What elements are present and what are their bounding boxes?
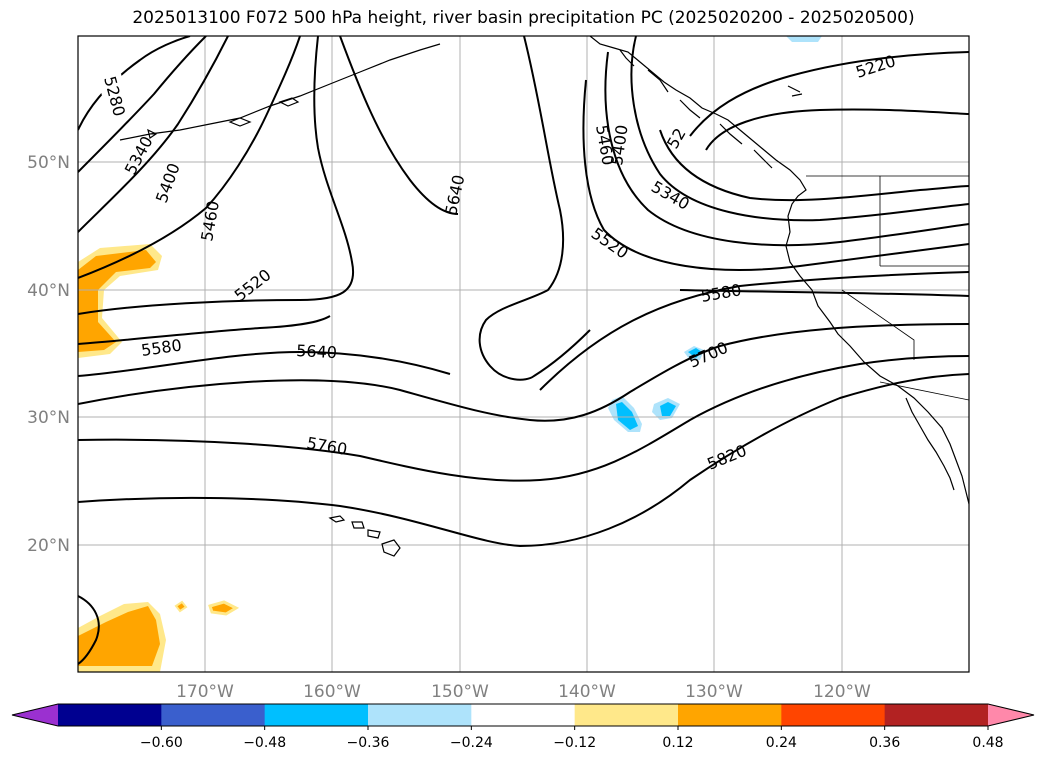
contour-label-5640: 5640 — [296, 341, 338, 362]
colorbar-segment — [678, 704, 782, 726]
colorbar-segments — [12, 704, 1034, 726]
contour-5400 — [78, 36, 229, 233]
colorbar-segment — [161, 704, 266, 726]
contour-5580 — [78, 315, 331, 345]
latitude-axis: 50°N 40°N 30°N 20°N — [27, 153, 70, 556]
contour-5280 — [78, 36, 191, 131]
lon-label-150w: 150°W — [431, 682, 489, 702]
colorbar-tick-label: 0.36 — [869, 735, 900, 751]
contour-5520e — [582, 79, 969, 271]
lon-label-170w: 170°W — [176, 682, 234, 702]
colorbar-tick-label: −0.24 — [450, 735, 493, 751]
contour-5460 — [78, 36, 301, 279]
lat-label-20n: 20°N — [27, 536, 70, 556]
contour-5280e — [705, 108, 969, 151]
precip-small-patch-1 — [208, 600, 240, 616]
longitude-axis: 170°W 160°W 150°W 140°W 130°W 120°W — [176, 682, 871, 702]
contour-5220 — [689, 51, 969, 137]
contour-5640-trough — [478, 36, 591, 381]
contour-5580e — [539, 271, 969, 391]
contour-5460e — [604, 51, 969, 247]
lon-label-130w: 130°W — [685, 682, 743, 702]
colorbar-tick-label: 0.48 — [972, 735, 1003, 751]
contour-sw-closed — [78, 595, 100, 665]
colorbar-tick-label: −0.48 — [243, 735, 286, 751]
aleutian-islands — [119, 43, 441, 141]
alaska-islands — [619, 49, 803, 169]
colorbar-segment — [58, 704, 162, 726]
baja-coast — [905, 397, 955, 491]
contour-5820 — [78, 373, 969, 548]
colorbar-outline — [11, 703, 1035, 727]
contour-5640-left — [78, 350, 451, 377]
precip-positive-sw-core — [78, 606, 160, 666]
map-border — [77, 35, 970, 673]
colorbar-extend-low — [12, 704, 58, 726]
contour-5340 — [78, 36, 207, 173]
colorbar-segment — [781, 704, 886, 726]
contour-5580e2 — [679, 289, 969, 297]
precip-negative-north — [786, 36, 822, 42]
map-area — [78, 36, 969, 672]
colorbar-segment — [264, 704, 369, 726]
contour-5640-north — [339, 36, 459, 215]
colorbar-ticks: −0.60 −0.48 −0.36 −0.24 −0.12 0.12 0.24 0.36 0.4… — [140, 726, 1004, 751]
precip-negative-133w-core — [660, 402, 676, 416]
colorbar-segment — [884, 704, 989, 726]
contour-5700 — [78, 323, 969, 422]
colorbar-segment — [471, 704, 576, 726]
lon-label-120w: 120°W — [813, 682, 871, 702]
precip-negative-138w-core — [616, 402, 638, 430]
lon-label-140w: 140°W — [558, 682, 616, 702]
colorbar-tick-label: −0.60 — [140, 735, 183, 751]
colorbar-tick-label: 0.24 — [766, 735, 797, 751]
contour-5400e — [630, 36, 969, 222]
colorbar-tick-label: −0.36 — [347, 735, 390, 751]
contour-5760 — [78, 355, 969, 482]
hawaii-islands — [328, 515, 401, 557]
colorbar-extend-high — [988, 704, 1034, 726]
alaska-coast — [589, 36, 969, 505]
precip-positive-west-40n-core — [78, 250, 156, 352]
lat-label-40n: 40°N — [27, 281, 70, 301]
precipitation-shading — [78, 36, 822, 672]
precip-small-patch-2 — [174, 600, 188, 613]
colorbar-tick-label: 0.12 — [662, 735, 693, 751]
height-contours — [78, 36, 969, 548]
lat-label-50n: 50°N — [27, 153, 70, 173]
lat-label-30n: 30°N — [27, 408, 70, 428]
colorbar-tick-label: −0.12 — [553, 735, 596, 751]
contour-5340e — [659, 129, 969, 202]
colorbar: −0.60 −0.48 −0.36 −0.24 −0.12 0.12 0.24 0.36 0.4… — [11, 703, 1035, 751]
contour-5520 — [78, 36, 355, 315]
colorbar-segment — [574, 704, 679, 726]
land-boundary — [806, 175, 969, 401]
lon-label-160w: 160°W — [303, 682, 361, 702]
colorbar-segment — [368, 704, 472, 726]
coastlines — [119, 36, 969, 557]
map-title: 2025013100 F072 500 hPa height, river ba… — [132, 8, 915, 28]
